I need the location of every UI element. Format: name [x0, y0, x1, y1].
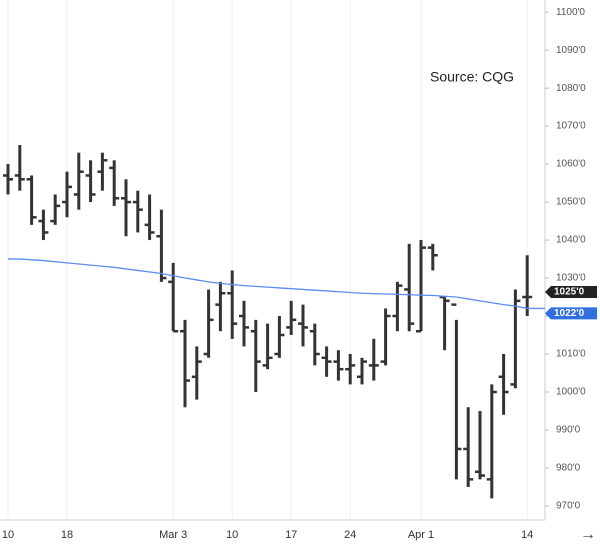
y-tick-label: 1030'0	[556, 273, 586, 284]
x-tick-label: 10	[2, 529, 14, 541]
x-tick-label: 18	[61, 529, 73, 541]
moving-average	[8, 258, 528, 310]
scroll-arrow[interactable]: →	[580, 526, 596, 543]
annotation: Source: CQG	[430, 69, 514, 85]
y-tick-label: 1060'0	[556, 159, 586, 170]
y-tick-label: 990'0	[556, 425, 581, 436]
y-tick-label: 980'0	[556, 463, 581, 474]
price-tag-label: 1025'0	[554, 287, 585, 298]
y-tick-label: 1040'0	[556, 235, 586, 246]
x-tick-label: 17	[285, 529, 297, 541]
y-tick-label: 1070'0	[556, 121, 586, 132]
x-tick-label: Mar 3	[159, 529, 187, 541]
y-tick-label: 1050'0	[556, 197, 586, 208]
y-tick-label: 1010'0	[556, 349, 586, 360]
y-tick-label: 1090'0	[556, 45, 586, 56]
x-tick-label: 24	[344, 529, 356, 541]
x-tick-label: Apr 1	[408, 529, 434, 541]
y-tick-label: 1000'0	[556, 387, 586, 398]
price-tag-label: 1022'0	[554, 308, 585, 319]
price-tag	[545, 286, 597, 299]
price-tag	[545, 307, 597, 320]
y-tick-label: 970'0	[556, 501, 581, 512]
y-tick-label: 1100'0	[556, 7, 585, 18]
y-tick-label: 1080'0	[556, 83, 586, 94]
x-tick-label: 14	[521, 529, 533, 541]
x-tick-label: 10	[226, 529, 238, 541]
